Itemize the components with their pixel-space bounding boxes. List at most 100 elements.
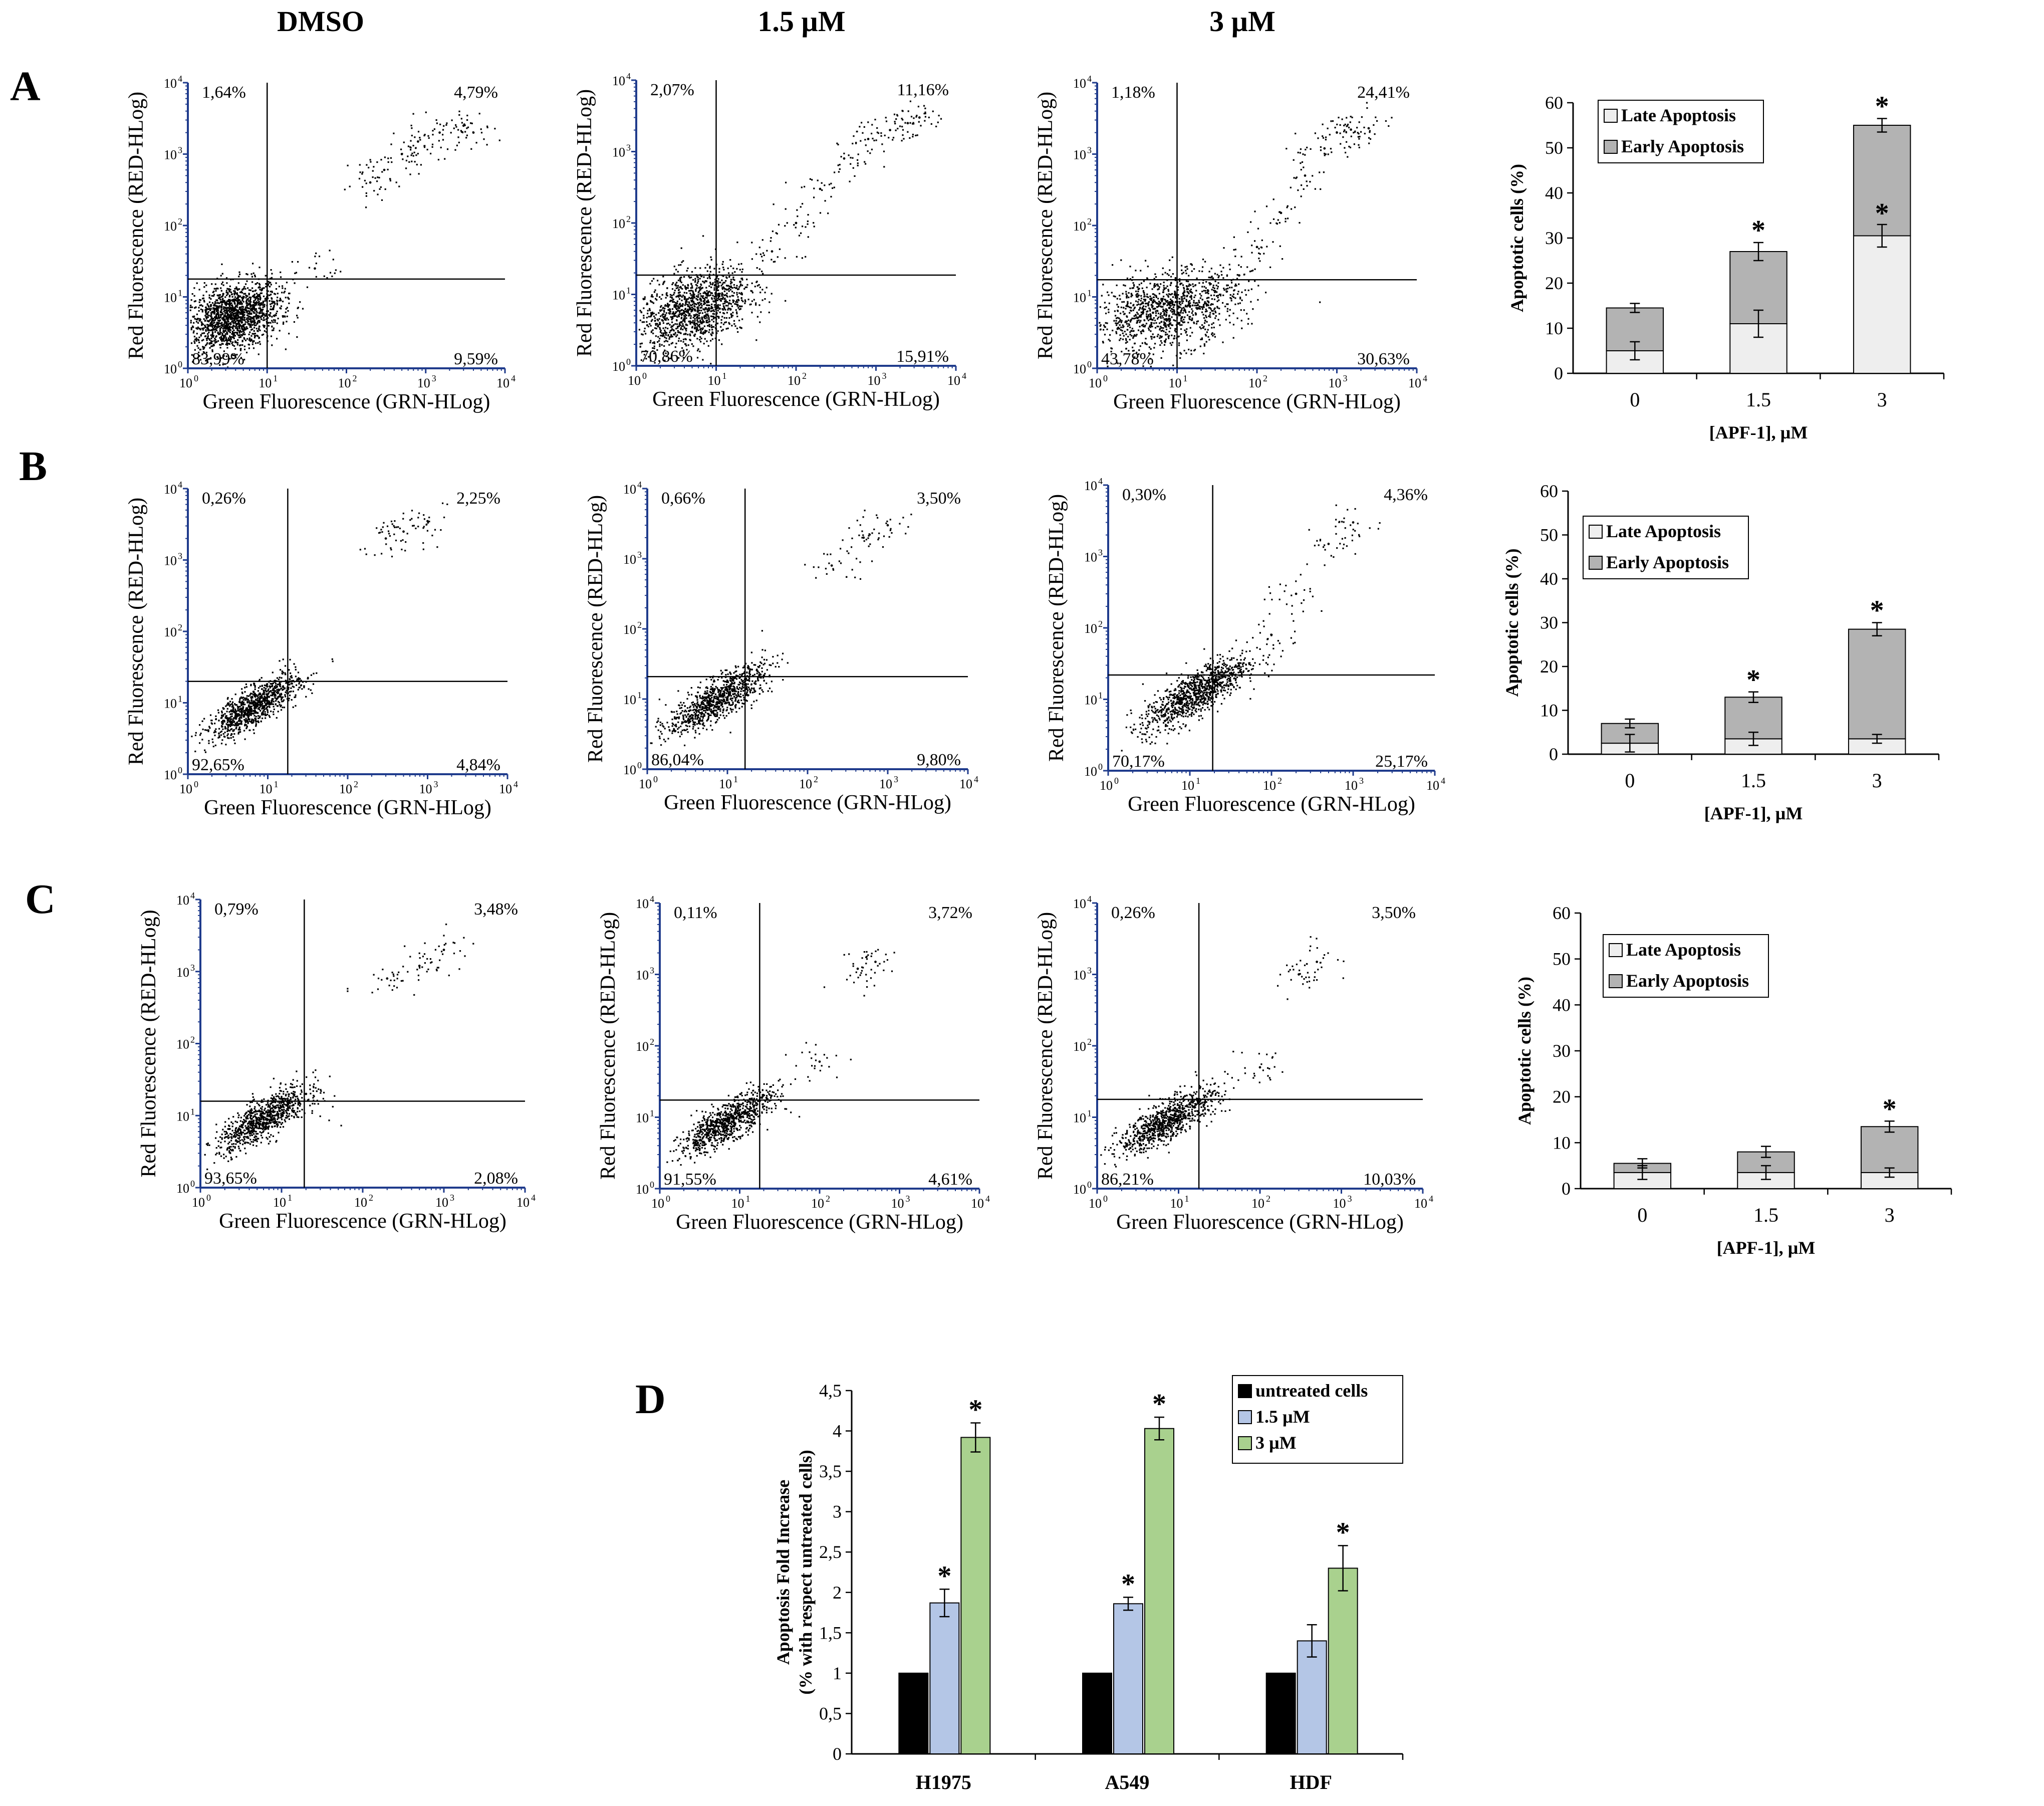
event-dot [1162,289,1164,291]
event-dot [229,336,231,338]
event-dot [284,288,286,290]
event-dot [1226,285,1228,287]
event-dot [1205,315,1207,317]
event-dot [1184,295,1186,297]
event-dot [1188,311,1190,313]
event-dot [205,338,207,340]
event-dot [1165,314,1167,316]
event-dot [232,310,234,312]
event-dot [261,304,263,306]
event-dot [1180,298,1183,300]
event-dot [243,326,245,328]
event-dot [235,293,237,295]
event-dot [315,263,317,265]
event-dot [238,332,240,334]
event-dot [1157,310,1159,312]
event-dot [1149,295,1151,297]
event-dot [466,114,468,117]
event-dot [226,333,228,335]
event-dot [1279,245,1281,247]
event-dot [412,155,414,157]
event-dot [380,159,382,161]
event-dot [418,173,420,175]
event-dot [710,307,712,309]
event-dot [417,153,419,155]
event-dot [288,293,290,295]
event-dot [865,163,867,165]
event-dot [233,319,235,321]
event-dot [1170,301,1172,303]
event-dot [719,308,721,310]
event-dot [237,729,239,731]
event-dot [368,166,370,169]
event-dot [209,309,211,311]
event-dot [733,279,735,281]
event-dot [727,285,729,287]
data-point [795,221,798,224]
event-dot [269,294,271,296]
x-tick-exponent: 2 [1263,373,1267,383]
event-dot [650,360,652,362]
event-dot [240,309,242,311]
event-dot [250,326,252,328]
event-dot [751,292,753,294]
event-dot [873,139,875,141]
event-dot [213,288,215,290]
event-dot [1300,148,1302,150]
event-dot [1230,300,1232,302]
event-dot [239,324,241,326]
event-dot [712,309,714,311]
event-dot [274,319,276,321]
event-dot [694,324,696,327]
event-dot [214,303,216,305]
event-dot [1133,285,1135,287]
event-dot [1153,322,1155,324]
event-dot [202,294,204,297]
event-dot [211,320,213,322]
event-dot [252,320,254,322]
event-dot [857,164,859,166]
event-dot [226,307,228,309]
event-dot [1125,308,1127,310]
event-dot [675,302,677,304]
event-dot [671,342,674,344]
event-dot [641,321,643,323]
event-dot [204,320,206,322]
event-dot [701,323,703,325]
event-dot [265,283,267,285]
event-dot [837,164,839,166]
event-dot [1120,338,1122,340]
event-dot [1163,302,1165,304]
x-tick-exponent: 3 [432,373,436,383]
event-dot [1135,294,1137,296]
event-dot [685,338,687,340]
event-dot [696,323,698,325]
event-dot [1210,268,1212,270]
event-dot [708,319,710,321]
event-dot [250,321,252,323]
event-dot [1215,315,1217,317]
event-dot [271,692,273,694]
event-dot [381,171,383,173]
event-dot [741,294,743,296]
event-dot [241,340,243,342]
event-dot [265,715,267,717]
event-dot [1320,146,1322,148]
event-dot [1235,285,1237,287]
event-dot [731,295,733,297]
event-dot [1166,319,1168,321]
event-dot [708,274,711,276]
event-dot [258,304,260,306]
event-dot [728,272,730,274]
event-dot [210,312,212,314]
event-dot [675,328,677,330]
quadrant-label-upper-right: 11,16% [897,81,949,99]
event-dot [243,338,245,340]
event-dot [480,132,483,134]
event-dot [1200,328,1202,330]
event-dot [691,301,693,303]
event-dot [709,277,711,280]
y-tick-exponent: 3 [1087,145,1092,155]
event-dot [1128,350,1130,352]
event-dot [869,152,871,154]
